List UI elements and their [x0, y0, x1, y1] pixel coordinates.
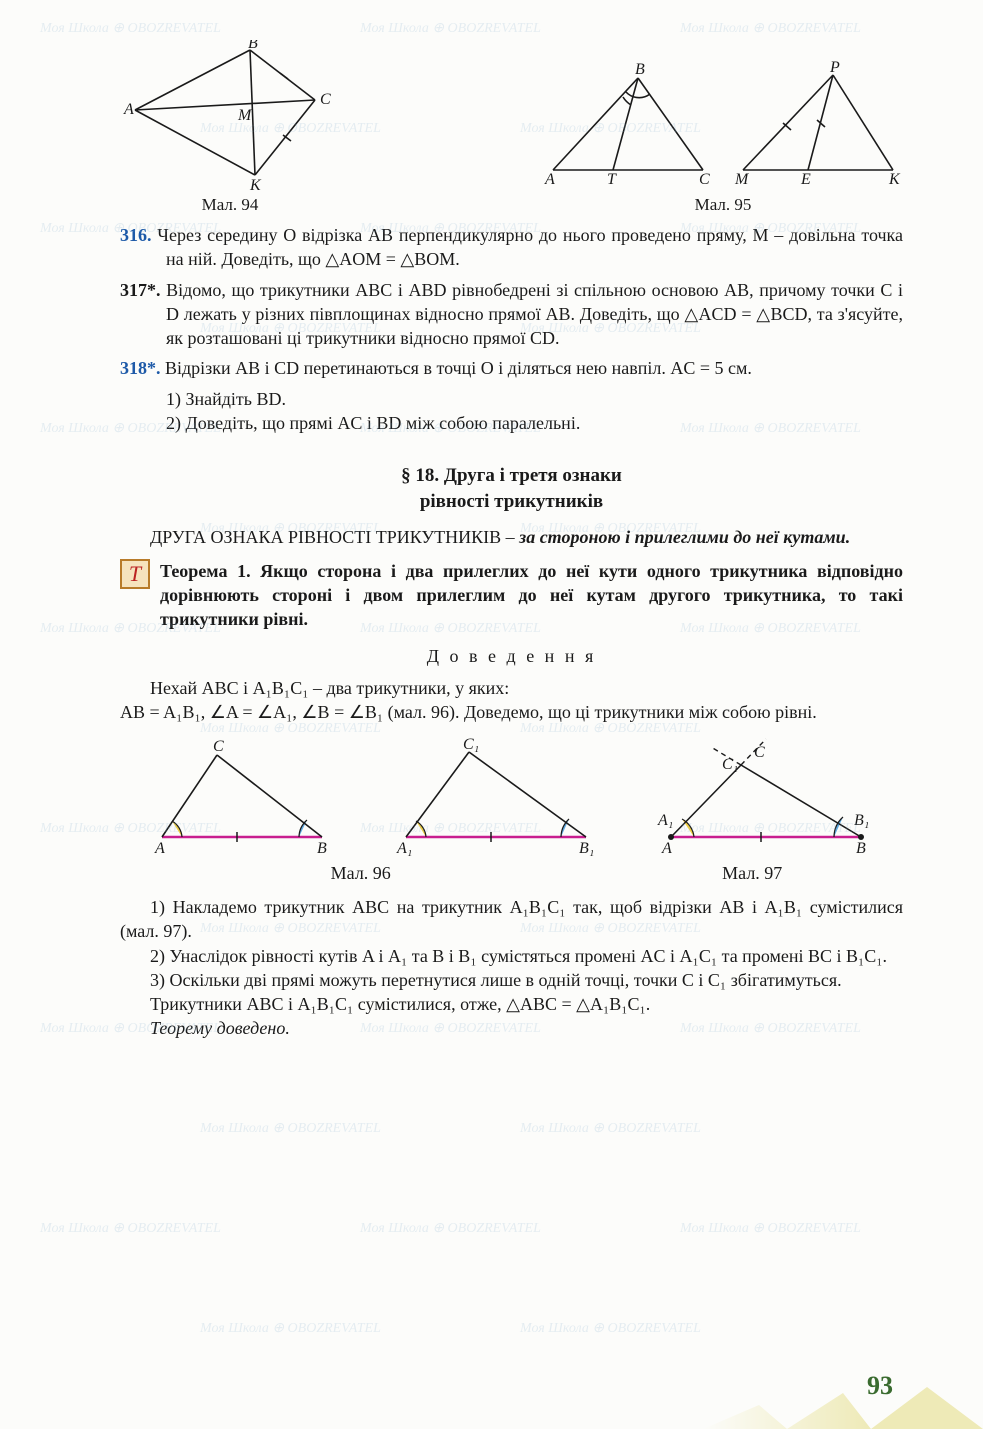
theorem-badge-icon: Т [120, 559, 150, 589]
theorem-1: Т Теорема 1. Якщо сторона і два прилегли… [120, 559, 903, 632]
page-corner-decoration [703, 1369, 983, 1429]
svg-text:A: A [661, 840, 672, 857]
problem-text: Через середину O відрізка AB перпендикул… [157, 225, 903, 269]
svg-text:C₁: C₁ [722, 756, 738, 773]
section-title: § 18. Друга і третя ознаки рівності трик… [120, 463, 903, 514]
figure-94: A B C M K Мал. 94 [120, 40, 340, 217]
svg-text:A: A [544, 171, 555, 188]
problem-number: 318*. [120, 358, 161, 378]
svg-text:B₁: B₁ [854, 812, 869, 829]
svg-text:M: M [734, 171, 750, 188]
figures-top-row: A B C M K Мал. 94 [120, 40, 903, 217]
proof-line1: Нехай ABC і A₁B₁C₁ – два трикутники, у я… [120, 676, 903, 700]
svg-text:C₁: C₁ [463, 737, 479, 753]
problem-318: 318*. Відрізки AB і CD перетинаються в т… [120, 356, 903, 380]
problem-316: 316. Через середину O відрізка AB перпен… [120, 223, 903, 272]
svg-text:C: C [213, 738, 224, 755]
svg-text:C: C [320, 91, 331, 108]
fig95-caption: Мал. 95 [543, 194, 903, 217]
proof-figures-row: A C B A₁ C₁ B₁ [120, 737, 903, 857]
problem-text: Відрізки AB і CD перетинаються в точці O… [165, 358, 752, 378]
svg-text:B: B [317, 840, 327, 857]
proof-line2: AB = A₁B₁, ∠A = ∠A₁, ∠B = ∠B₁ (мал. 96).… [120, 700, 903, 724]
fig97-caption: Мал. 97 [642, 861, 862, 885]
svg-text:T: T [607, 171, 617, 188]
svg-text:A: A [123, 101, 134, 118]
fig96-caption: Мал. 96 [161, 861, 561, 885]
proof-step-2: 2) Унаслідок рівності кутів A і A₁ та B … [120, 944, 903, 968]
svg-text:A: A [154, 840, 165, 857]
svg-text:E: E [800, 171, 811, 188]
svg-text:A₁: A₁ [396, 840, 412, 857]
svg-text:C: C [699, 171, 710, 188]
problem-number: 316. [120, 225, 152, 245]
proof-conclusion: Трикутники ABC і A₁B₁C₁ сумістилися, отж… [120, 992, 903, 1016]
theorem-text: Теорема 1. Якщо сторона і два прилеглих … [160, 559, 903, 632]
page-number: 93 [867, 1368, 893, 1403]
svg-text:K: K [249, 177, 262, 190]
problem-number: 317*. [120, 280, 161, 300]
problem-text: Відомо, що трикутники ABC і ABD рівнобед… [166, 280, 903, 349]
fig94-caption: Мал. 94 [120, 194, 340, 217]
svg-text:B₁: B₁ [579, 840, 594, 857]
criterion-lead: ДРУГА ОЗНАКА РІВНОСТІ ТРИКУТНИКІВ – за с… [120, 525, 903, 549]
svg-text:A₁: A₁ [657, 812, 673, 829]
svg-text:C: C [754, 744, 765, 761]
problem-318-sub1: 1) Знайдіть BD. [120, 387, 903, 411]
svg-text:K: K [888, 171, 901, 188]
svg-text:B: B [248, 40, 258, 52]
problem-317: 317*. Відомо, що трикутники ABC і ABD рі… [120, 278, 903, 351]
textbook-page: Моя Школа ⊕ OBOZREVATEL Моя Школа ⊕ OBOZ… [0, 0, 983, 1429]
svg-text:P: P [829, 60, 840, 76]
svg-text:M: M [237, 107, 253, 124]
proof-triangle-abc: A C B [147, 737, 337, 857]
proof-captions: Мал. 96 Мал. 97 [120, 861, 903, 885]
figure-95: A B C T M P K [543, 60, 903, 217]
proof-figure-97: A A₁ C₁ C B B₁ [656, 737, 876, 857]
proof-step-3: 3) Оскільки дві прямі можуть перетнутися… [120, 968, 903, 992]
svg-text:B: B [635, 61, 645, 78]
svg-text:B: B [856, 840, 866, 857]
proof-qed: Теорему доведено. [120, 1016, 903, 1040]
proof-heading: Д о в е д е н н я [120, 644, 903, 668]
problem-318-sub2: 2) Доведіть, що прямі AC і BD між собою … [120, 411, 903, 435]
proof-triangle-a1b1c1: A₁ C₁ B₁ [391, 737, 601, 857]
proof-step-1: 1) Накладемо трикутник ABC на трикутник … [120, 895, 903, 944]
